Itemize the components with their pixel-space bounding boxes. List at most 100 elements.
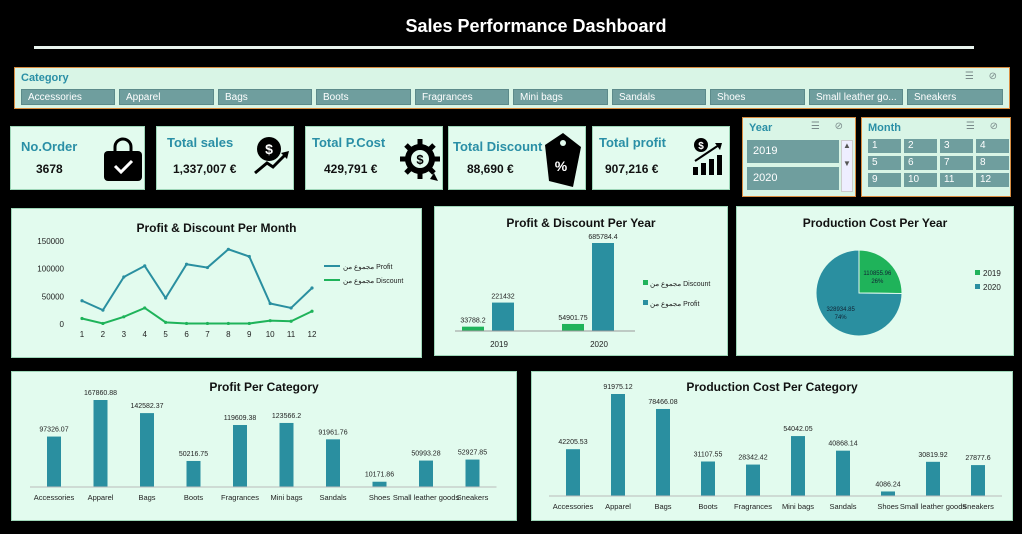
bar: [326, 439, 340, 487]
pie-slice: [815, 249, 903, 337]
slicer-tools-icon[interactable]: ☰ ⊘: [965, 121, 1004, 132]
category-chip[interactable]: Sandals: [612, 89, 706, 105]
kpi-value: 429,791 €: [324, 162, 378, 176]
category-chip[interactable]: Accessories: [21, 89, 115, 105]
bar: [701, 461, 715, 496]
year-scrollbar[interactable]: ▲ ▼: [841, 140, 853, 192]
slicer-tools-icon[interactable]: ☰ ⊘: [964, 71, 1003, 82]
data-label: 42205.53: [558, 439, 587, 446]
data-point: [289, 319, 293, 323]
x-tick-label: 2: [101, 330, 106, 339]
x-tick-label: Boots: [698, 502, 717, 511]
x-tick-label: Fragrances: [221, 493, 259, 502]
y-tick-label: 50000: [42, 292, 65, 301]
kpi-total-pcost: Total P.Cost 429,791 € $: [305, 126, 443, 190]
slice-label: 110855.96: [863, 271, 892, 277]
data-label: 91961.76: [318, 429, 347, 436]
year-item[interactable]: 2019: [747, 140, 839, 163]
data-point: [80, 299, 84, 303]
category-chip[interactable]: Apparel: [119, 89, 214, 105]
legend-label: مجموع من Profit: [343, 264, 392, 271]
x-tick-label: Accessories: [34, 493, 75, 502]
x-tick-label: Sandals: [319, 493, 346, 502]
month-item[interactable]: 7: [940, 156, 973, 170]
kpi-label: Total Discount: [453, 139, 543, 154]
month-item[interactable]: 10: [904, 173, 937, 187]
data-point: [122, 315, 126, 319]
data-label: 27877.6: [965, 455, 990, 462]
production-cost-year-chart: 110855.96 26% 328934.85 74% 2019 2020: [815, 249, 1001, 337]
slicer-tools-icon[interactable]: ☰ ⊘: [810, 121, 849, 132]
data-label: 50216.75: [179, 451, 208, 458]
category-chip[interactable]: Small leather go...: [809, 89, 903, 105]
data-label: 33788.2: [460, 318, 485, 325]
kpi-total-sales: Total sales 1,337,007 € $: [156, 126, 294, 190]
month-item[interactable]: 2: [904, 139, 937, 153]
category-chip[interactable]: Bags: [218, 89, 312, 105]
month-item[interactable]: 11: [940, 173, 973, 187]
category-chip[interactable]: Shoes: [710, 89, 805, 105]
data-point: [164, 320, 168, 324]
kpi-value: 88,690 €: [467, 162, 514, 176]
data-label: 30819.92: [918, 452, 947, 459]
month-item[interactable]: 8: [976, 156, 1009, 170]
data-label: 123566.2: [272, 413, 301, 420]
kpi-total-discount: Total Discount 88,690 € %: [448, 126, 586, 190]
y-tick-label: 0: [60, 320, 65, 329]
kpi-value: 1,337,007 €: [173, 162, 237, 176]
shopping-bag-icon: [104, 137, 142, 181]
bar: [233, 425, 247, 487]
data-point: [143, 306, 147, 310]
data-label: 78466.08: [648, 399, 677, 406]
category-slicer: Category ☰ ⊘ Accessories Apparel Bags Bo…: [14, 67, 1010, 109]
month-item[interactable]: 5: [868, 156, 901, 170]
kpi-total-profit: Total profit 907,216 € $: [592, 126, 730, 190]
legend-label: مجموع من Discount: [343, 278, 403, 285]
x-tick-label: Bags: [138, 493, 155, 502]
x-tick-label: 2020: [590, 340, 608, 349]
data-label: 142582.37: [130, 403, 163, 410]
year-slicer: Year ☰ ⊘ 2019 2020 ▲ ▼: [742, 117, 856, 197]
profit-discount-year-chart: 33788.2 221432 2019 54901.75 685784.4 2020 مجم…: [455, 234, 710, 349]
profit-category-chart: 97326.07 Accessories 167860.88 Apparel 14258…: [30, 390, 497, 502]
x-tick-label: Mini bags: [270, 493, 302, 502]
legend-label: 2019: [983, 269, 1001, 278]
title-divider: [34, 46, 974, 49]
slice-percent: 26%: [871, 279, 884, 285]
month-item[interactable]: 9: [868, 173, 901, 187]
month-item[interactable]: 4: [976, 139, 1009, 153]
month-item[interactable]: 12: [976, 173, 1009, 187]
data-point: [205, 265, 210, 270]
discount-tag-icon: %: [545, 133, 581, 187]
legend-swatch: [643, 300, 648, 305]
x-tick-label: Boots: [184, 493, 203, 502]
y-tick-label: 100000: [37, 265, 64, 274]
x-tick-label: Accessories: [553, 502, 594, 511]
data-label: 54901.75: [558, 315, 587, 322]
kpi-label: Total profit: [599, 135, 666, 150]
bar: [93, 400, 108, 487]
svg-text:%: %: [555, 158, 568, 174]
month-item[interactable]: 1: [868, 139, 901, 153]
profit-discount-month-panel: Profit & Discount Per Month 150000 100000…: [11, 208, 422, 358]
data-label: 28342.42: [738, 455, 767, 462]
legend-label: 2020: [983, 283, 1001, 292]
month-item[interactable]: 3: [940, 139, 973, 153]
data-point: [205, 321, 210, 326]
category-chip[interactable]: Fragrances: [415, 89, 509, 105]
legend-swatch: [643, 280, 648, 285]
category-chip[interactable]: Mini bags: [513, 89, 608, 105]
x-tick-label: Sandals: [829, 502, 856, 511]
category-slicer-header: Category: [21, 72, 69, 84]
year-item[interactable]: 2020: [747, 167, 839, 190]
data-point: [310, 286, 314, 290]
category-chip[interactable]: Boots: [316, 89, 411, 105]
category-chip[interactable]: Sneakers: [907, 89, 1003, 105]
bar: [462, 326, 484, 331]
month-item[interactable]: 6: [904, 156, 937, 170]
bar: [746, 464, 760, 496]
bar: [836, 450, 850, 496]
x-tick-label: 10: [266, 330, 275, 339]
x-tick-label: 8: [226, 330, 231, 339]
